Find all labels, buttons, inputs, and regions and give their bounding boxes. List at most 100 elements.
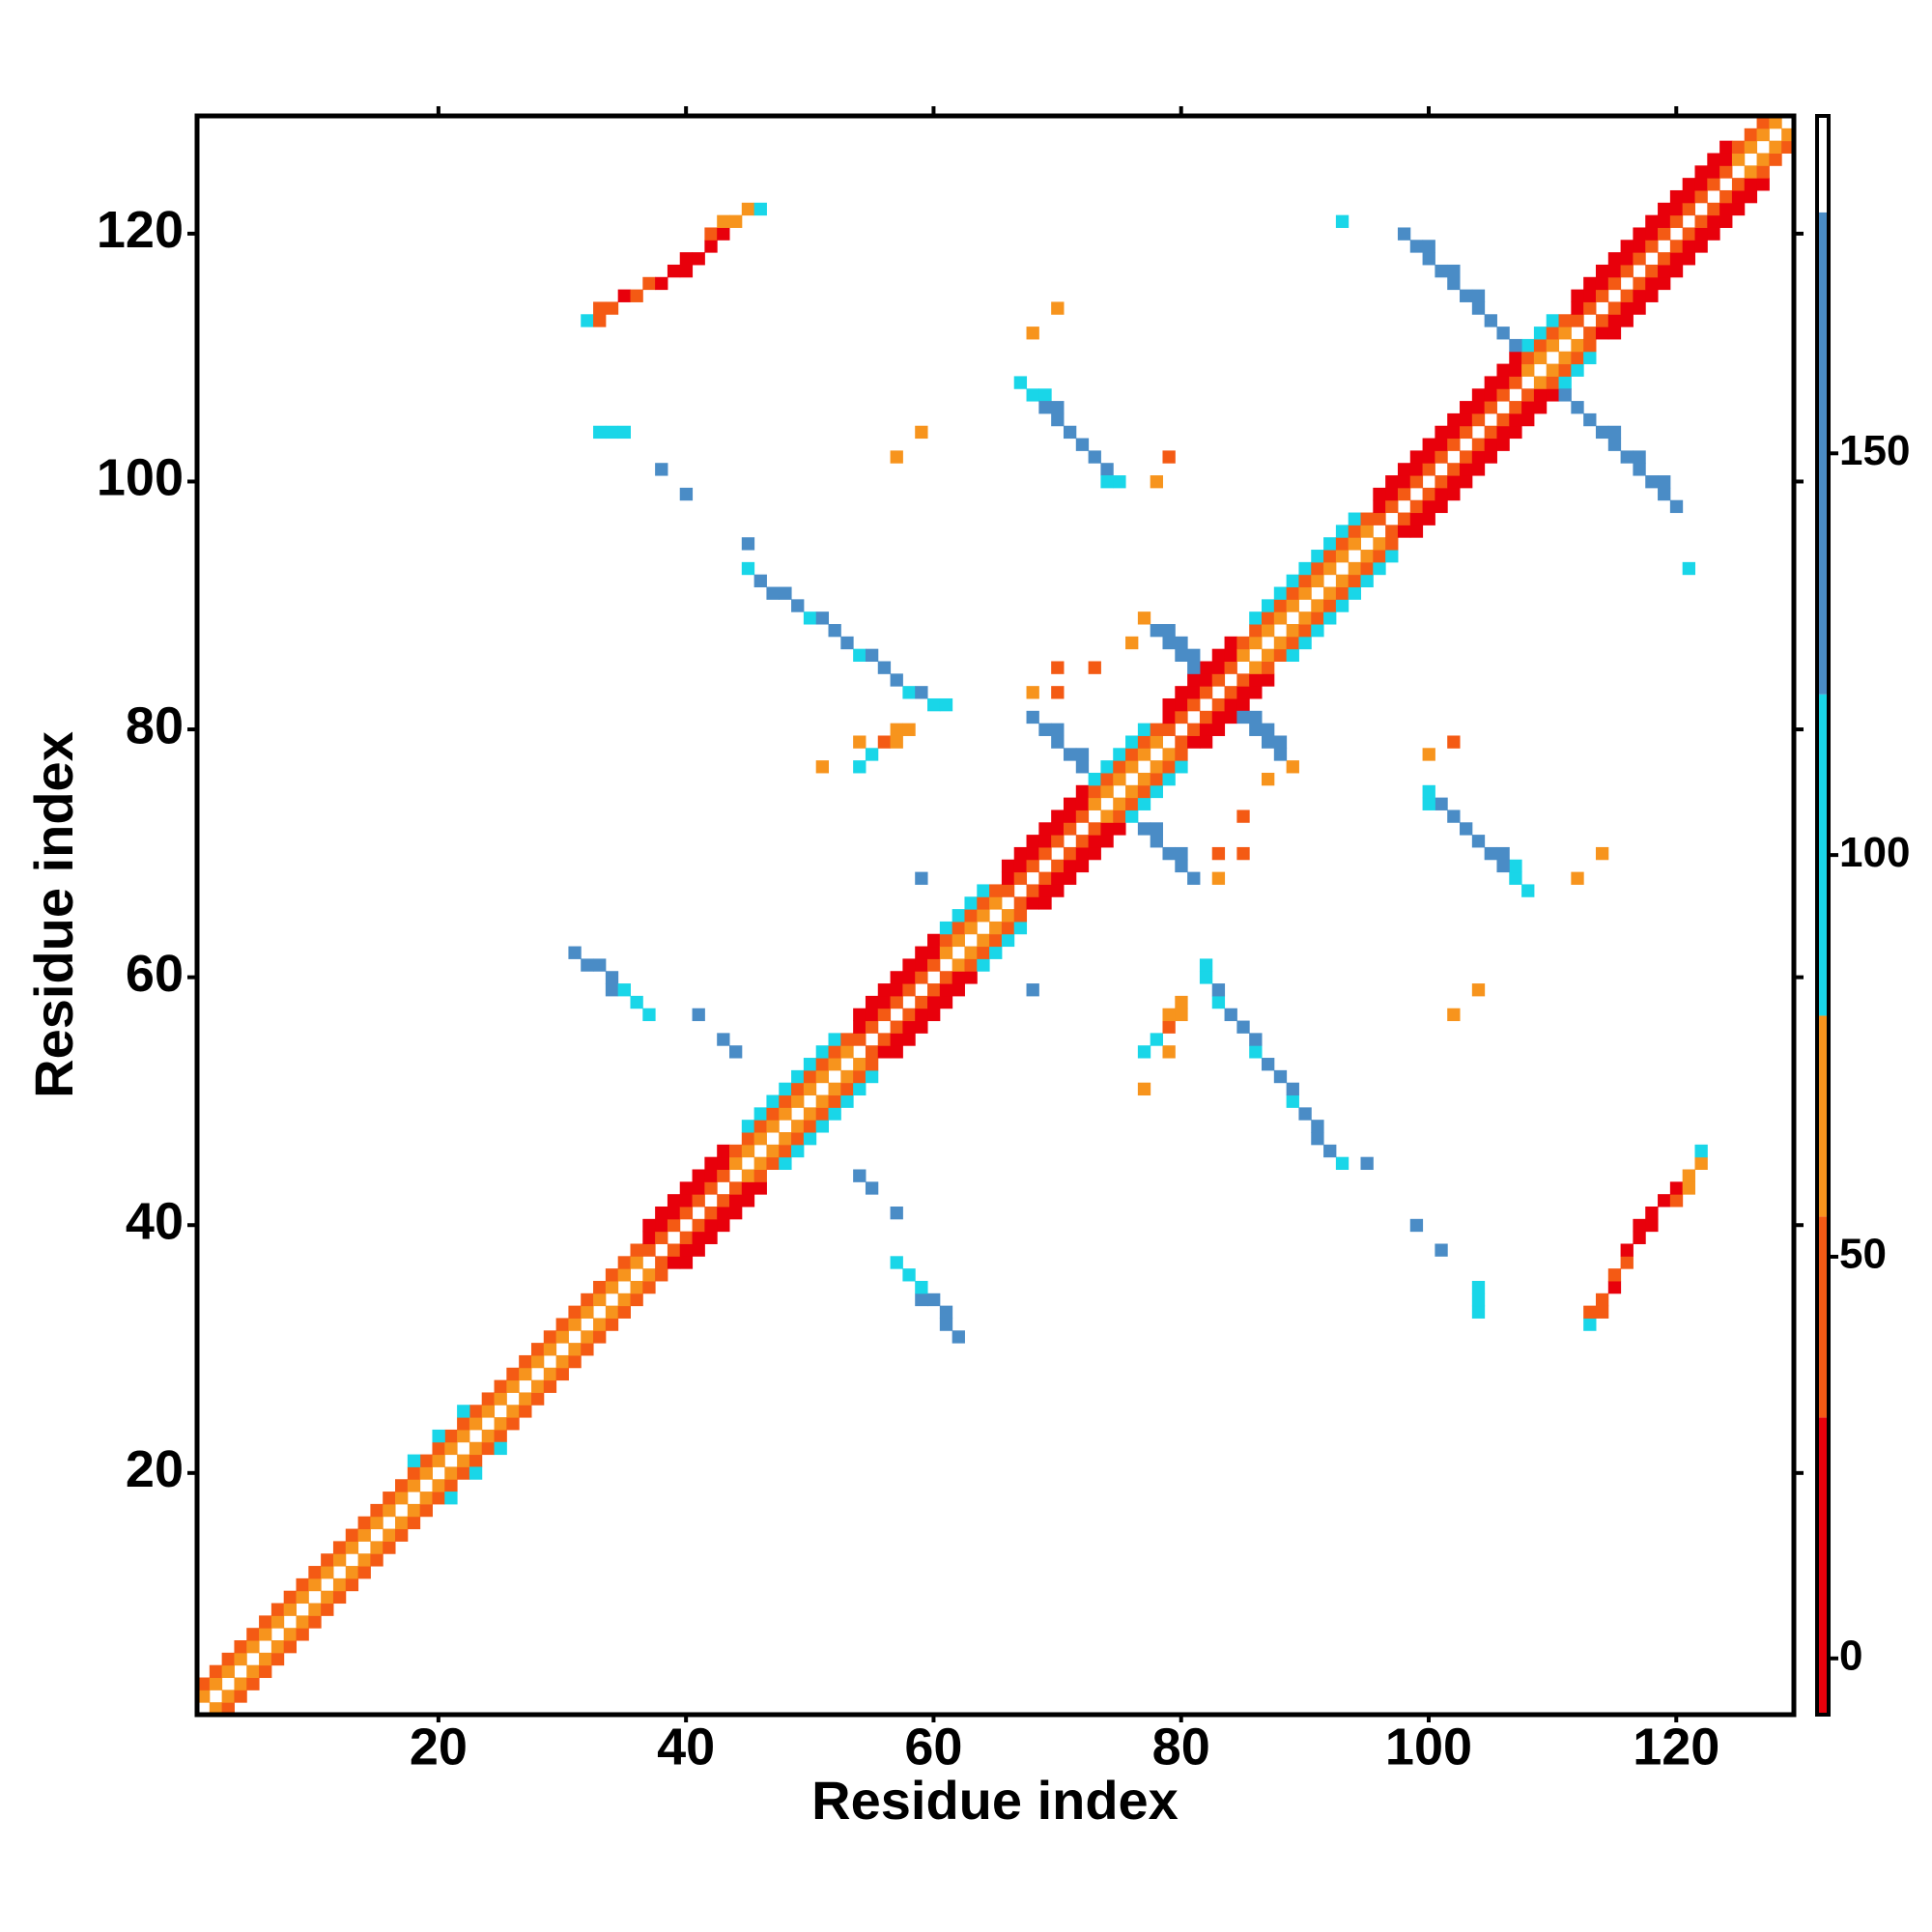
heatmap-cell — [1298, 636, 1312, 650]
heatmap-cell — [1175, 760, 1188, 774]
heatmap-cell — [221, 1690, 235, 1703]
heatmap-cell — [1286, 1082, 1299, 1096]
heatmap-cell — [1373, 561, 1386, 576]
heatmap-cell — [1484, 450, 1497, 464]
heatmap-cell — [1162, 846, 1176, 861]
heatmap-cell — [1125, 784, 1139, 799]
heatmap-cell — [1262, 648, 1275, 662]
heatmap-cell — [209, 1677, 223, 1690]
heatmap-cell — [679, 1256, 694, 1269]
heatmap-cell — [1571, 351, 1584, 365]
heatmap-cell — [1645, 475, 1659, 489]
heatmap-cell — [853, 1033, 867, 1046]
heatmap-cell — [1447, 438, 1461, 451]
heatmap-cell — [779, 586, 792, 600]
heatmap-cell — [1620, 314, 1634, 327]
heatmap-cell — [902, 1268, 916, 1282]
heatmap-cell — [1447, 264, 1461, 278]
heatmap-cell — [605, 1318, 619, 1331]
heatmap-cell — [1298, 574, 1312, 588]
heatmap-cell — [543, 1379, 557, 1393]
heatmap-cell — [1409, 512, 1424, 526]
heatmap-cell — [383, 1503, 396, 1518]
heatmap-cell — [1125, 760, 1139, 774]
heatmap-cell — [1249, 611, 1263, 625]
heatmap-cell — [1311, 574, 1324, 588]
heatmap-cell — [1051, 822, 1065, 836]
heatmap-cell — [989, 921, 1003, 935]
heatmap-cell — [1435, 499, 1448, 514]
heatmap-cell — [1224, 648, 1237, 662]
heatmap-cell — [729, 1144, 743, 1158]
heatmap-cell — [1211, 995, 1226, 1009]
heatmap-cell — [1038, 871, 1052, 885]
heatmap-cell — [1125, 797, 1139, 810]
heatmap-cell — [1435, 438, 1448, 451]
heatmap-cell — [1471, 1305, 1486, 1319]
heatmap-cell — [902, 686, 916, 699]
heatmap-cell — [1769, 116, 1782, 129]
heatmap-cell — [1471, 983, 1486, 997]
heatmap-cell — [964, 909, 978, 923]
heatmap-cell — [704, 227, 718, 241]
heatmap-cell — [853, 1082, 867, 1096]
heatmap-cell — [766, 1120, 780, 1133]
heatmap-cell — [729, 1181, 743, 1195]
heatmap-cell — [1546, 327, 1560, 340]
heatmap-cell — [779, 1094, 792, 1108]
heatmap-cell — [1262, 673, 1275, 687]
heatmap-cell — [1397, 227, 1411, 241]
heatmap-cell — [1447, 1008, 1461, 1022]
heatmap-cell — [1075, 797, 1090, 810]
heatmap-cell — [246, 1677, 260, 1690]
heatmap-cell — [1620, 240, 1634, 253]
heatmap-cell — [1744, 189, 1758, 204]
heatmap-cell — [1707, 178, 1720, 191]
heatmap-cell — [1781, 140, 1795, 154]
heatmap-cell — [407, 1503, 421, 1518]
heatmap-cell — [469, 1417, 483, 1431]
heatmap-cell — [1311, 599, 1324, 612]
heatmap-cell — [779, 1107, 792, 1121]
heatmap-cell — [890, 723, 903, 736]
heatmap-cell — [209, 1664, 223, 1679]
heatmap-cell — [197, 1677, 211, 1690]
heatmap-cell — [1335, 586, 1350, 600]
heatmap-cell — [1719, 153, 1733, 166]
heatmap-cell — [1051, 835, 1065, 848]
heatmap-cell — [1509, 376, 1522, 389]
heatmap-cell — [1038, 896, 1052, 910]
heatmap-cell — [506, 1417, 520, 1431]
heatmap-cell — [568, 1354, 582, 1369]
heatmap-cell — [1397, 475, 1411, 489]
heatmap-cell — [1744, 178, 1758, 191]
heatmap-cell — [1583, 338, 1597, 353]
heatmap-cell — [581, 1305, 594, 1319]
heatmap-cell — [1756, 178, 1770, 191]
x-tick-label: 20 — [410, 1718, 468, 1776]
heatmap-cell — [1571, 314, 1584, 327]
heatmap-cell — [803, 611, 817, 625]
heatmap-cell — [605, 971, 619, 984]
colorbar-segment — [1817, 694, 1829, 1016]
heatmap-cell — [1199, 735, 1213, 749]
heatmap-cell — [1719, 214, 1733, 228]
heatmap-cell — [1236, 710, 1250, 724]
heatmap-cell — [1707, 227, 1720, 241]
x-tick-label: 80 — [1152, 1718, 1210, 1776]
heatmap-cell — [383, 1528, 396, 1542]
heatmap-cell — [791, 1144, 805, 1158]
heatmap-cell — [1509, 363, 1522, 377]
heatmap-cell — [977, 933, 990, 948]
heatmap-cell — [667, 264, 681, 278]
heatmap-cell — [1409, 450, 1424, 464]
heatmap-cell — [321, 1566, 334, 1579]
heatmap-cell — [1471, 301, 1486, 315]
heatmap-cell — [1249, 1045, 1263, 1059]
heatmap-cell — [1471, 463, 1486, 476]
heatmap-cell — [1521, 401, 1535, 414]
heatmap-cell — [1682, 1181, 1695, 1195]
heatmap-cell — [915, 1293, 928, 1307]
heatmap-cell — [519, 1354, 532, 1369]
heatmap-cell — [407, 1454, 421, 1467]
